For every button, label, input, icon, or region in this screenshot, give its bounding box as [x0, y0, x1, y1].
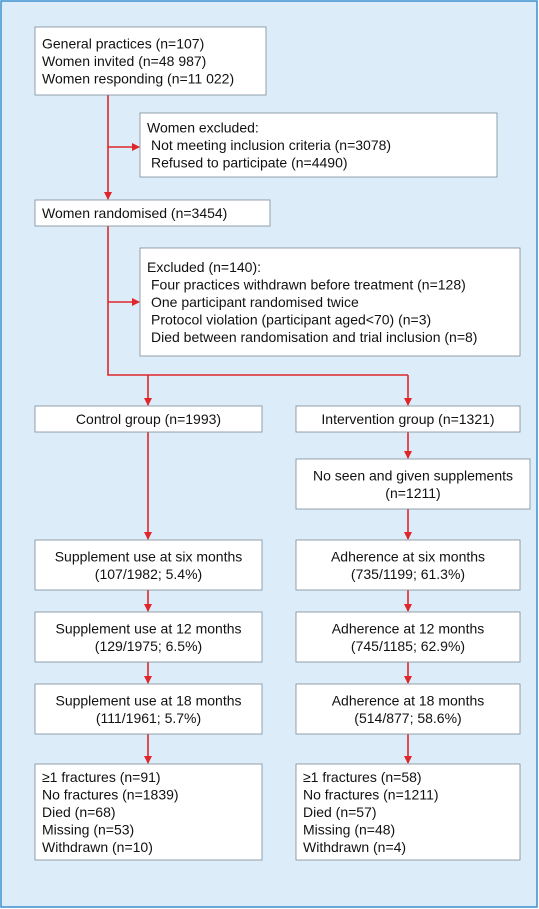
box-text: Refused to participate (n=4490) [151, 155, 348, 171]
flow-box: Adherence at 18 months (514/877; 58.6%) [295, 683, 521, 735]
box-text: (n=1211) [385, 485, 440, 501]
flow-box: Supplement use at six months (107/1982; 5… [34, 539, 263, 591]
box-frame [34, 763, 263, 861]
flow-box: ≥1 fractures (n=58) No fractures (n=1211)… [295, 763, 521, 861]
box-text: ≥1 fractures (n=58) [303, 769, 422, 785]
box-text: (111/1961; 5.7%) [96, 710, 201, 726]
box-text: Died (n=68) [42, 804, 116, 820]
box-text: Supplement use at 18 months [55, 692, 241, 708]
box-text: (129/1975; 6.5%) [95, 638, 202, 654]
box-text: Excluded (n=140): [147, 259, 261, 275]
box-frame [34, 199, 271, 227]
box-text: Missing (n=48) [303, 822, 395, 838]
box-frame [34, 26, 267, 96]
box-text: No seen and given supplements [313, 467, 513, 483]
flow-box: ≥1 fractures (n=91) No fractures (n=1839)… [34, 763, 263, 861]
box-text: One participant randomised twice [151, 294, 359, 310]
box-text: Withdrawn (n=10) [42, 839, 153, 855]
box-text: Missing (n=53) [42, 822, 134, 838]
flow-box: Supplement use at 18 months (111/1961; 5.… [34, 683, 263, 735]
box-frame [295, 611, 521, 663]
flow-box: General practices (n=107)Women invited (… [34, 26, 267, 96]
box-text: Supplement use at 12 months [55, 620, 241, 636]
box-text: Women excluded: [147, 120, 259, 136]
box-frame [295, 539, 521, 591]
flow-box: Intervention group (n=1321) [295, 405, 521, 433]
box-frame [295, 405, 521, 433]
flow-box: Adherence at six months (735/1199; 61.3%) [295, 539, 521, 591]
box-text: (735/1199; 61.3%) [351, 566, 465, 582]
box-text: ≥1 fractures (n=91) [42, 769, 161, 785]
arrows [104, 95, 412, 764]
flow-box: No seen and given supplements (n=1211) [295, 458, 531, 510]
flow-box: Adherence at 12 months (745/1185; 62.9%) [295, 611, 521, 663]
box-frame [295, 683, 521, 735]
box-text: Supplement use at six months [55, 548, 243, 564]
flow-box: Excluded (n=140): Four practices withdraw… [139, 247, 521, 357]
box-text: (514/877; 58.6%) [354, 710, 461, 726]
box-frame [295, 458, 531, 510]
box-text: No fractures (n=1839) [42, 787, 179, 803]
box-frame [139, 112, 498, 178]
box-text: No fractures (n=1211) [303, 787, 439, 803]
box-frame [34, 539, 263, 591]
flow-box: Supplement use at 12 months (129/1975; 6.… [34, 611, 263, 663]
connector [107, 226, 408, 376]
box-text: (107/1982; 5.4%) [95, 566, 202, 582]
box-text: Adherence at 12 months [332, 620, 485, 636]
box-text: Died between randomisation and trial inc… [151, 329, 477, 345]
box-frame [34, 405, 263, 433]
flow-box: Women randomised (n=3454) [34, 199, 271, 227]
box-frame [295, 763, 521, 861]
box-text: Not meeting inclusion criteria (n=3078) [151, 137, 391, 153]
box-frame [34, 683, 263, 735]
box-text: Withdrawn (n=4) [303, 839, 406, 855]
box-text: Women randomised (n=3454) [42, 205, 227, 221]
box-text: Intervention group (n=1321) [321, 411, 494, 427]
box-text: (745/1185; 62.9%) [351, 638, 465, 654]
box-frame [34, 611, 263, 663]
box-text: Adherence at 18 months [332, 692, 485, 708]
box-text: Women invited (n=48 987) [42, 53, 206, 69]
box-text: Adherence at six months [331, 548, 485, 564]
flow-box: Control group (n=1993) [34, 405, 263, 433]
box-text: Women responding (n=11 022) [42, 71, 234, 87]
box-text: General practices (n=107) [42, 36, 204, 52]
box-text: Four practices withdrawn before treatmen… [151, 277, 466, 293]
box-text: Died (n=57) [303, 804, 377, 820]
box-text: Protocol violation (participant aged<70)… [151, 312, 431, 328]
flow-box: Women excluded:Not meeting inclusion cri… [139, 112, 498, 178]
box-text: Control group (n=1993) [76, 411, 221, 427]
box-frame [139, 247, 521, 357]
